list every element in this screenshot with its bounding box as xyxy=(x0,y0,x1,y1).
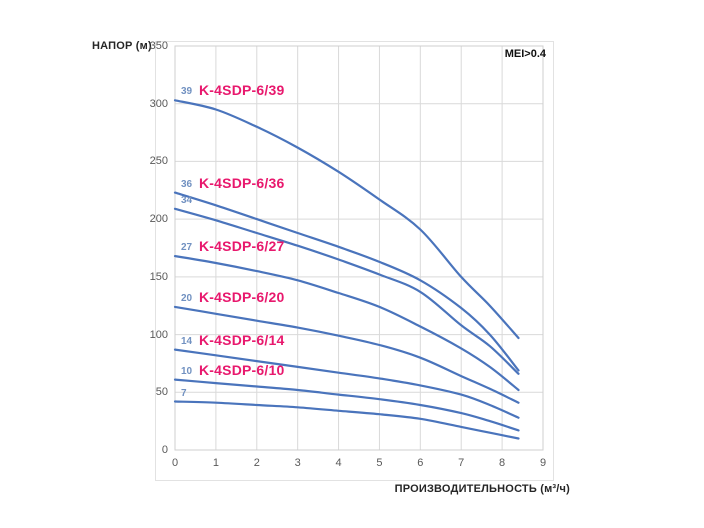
plot-border xyxy=(174,45,544,451)
series-stage-number: 7 xyxy=(181,387,187,399)
series-label: K-4SDP-6/39 xyxy=(199,82,285,99)
x-tick-label: 4 xyxy=(335,457,342,469)
x-tick-label: 7 xyxy=(458,457,465,469)
pump-curve-14 xyxy=(173,348,520,419)
y-tick-label: 150 xyxy=(149,270,168,283)
x-tick-label: 5 xyxy=(376,457,383,469)
mei-annotation: MEI>0.4 xyxy=(504,48,546,60)
y-axis-title: НАПОР (м) xyxy=(92,40,152,52)
y-tick-label: 50 xyxy=(155,386,168,399)
pump-curve-7 xyxy=(173,400,520,440)
x-tick-label: 1 xyxy=(212,457,219,469)
pump-curve-39 xyxy=(173,99,520,340)
pump-curve-34 xyxy=(173,207,520,375)
series-label: K-4SDP-6/27 xyxy=(199,238,285,255)
y-tick-label: 0 xyxy=(161,444,168,456)
series-label: K-4SDP-6/20 xyxy=(199,288,285,305)
series-stage-number: 10 xyxy=(181,365,193,377)
x-tick-label: 3 xyxy=(294,457,301,469)
x-tick-label: 8 xyxy=(499,457,506,469)
y-tick-label: 300 xyxy=(149,97,168,110)
series-stage-number: 36 xyxy=(181,178,193,190)
pump-curve-36 xyxy=(173,191,520,372)
series-stage-number: 39 xyxy=(181,86,193,98)
x-tick-label: 6 xyxy=(417,457,424,469)
x-axis-title: ПРОИЗВОДИТЕЛЬНОСТЬ (м³/ч) xyxy=(394,483,570,495)
chart-outer-frame xyxy=(155,41,554,481)
y-tick-label: 350 xyxy=(149,40,168,52)
x-tick-label: 0 xyxy=(171,457,179,469)
series-stage-number: 27 xyxy=(181,242,193,254)
series-stage-number: 34 xyxy=(181,194,193,206)
series-stage-number: 14 xyxy=(181,335,193,347)
y-tick-label: 200 xyxy=(149,213,168,226)
series-stage-number: 20 xyxy=(181,292,193,304)
y-tick-label: 250 xyxy=(149,155,168,168)
y-tick-label: 100 xyxy=(149,328,168,341)
pump-curve-20 xyxy=(173,305,520,404)
series-label: K-4SDP-6/10 xyxy=(199,361,285,378)
series-label: K-4SDP-6/36 xyxy=(199,174,285,191)
x-tick-label: 2 xyxy=(253,457,260,469)
pump-curve-10 xyxy=(173,378,520,432)
series-label: K-4SDP-6/14 xyxy=(199,331,285,348)
x-tick-label: 9 xyxy=(539,457,547,469)
pump-curve-27 xyxy=(173,255,520,392)
